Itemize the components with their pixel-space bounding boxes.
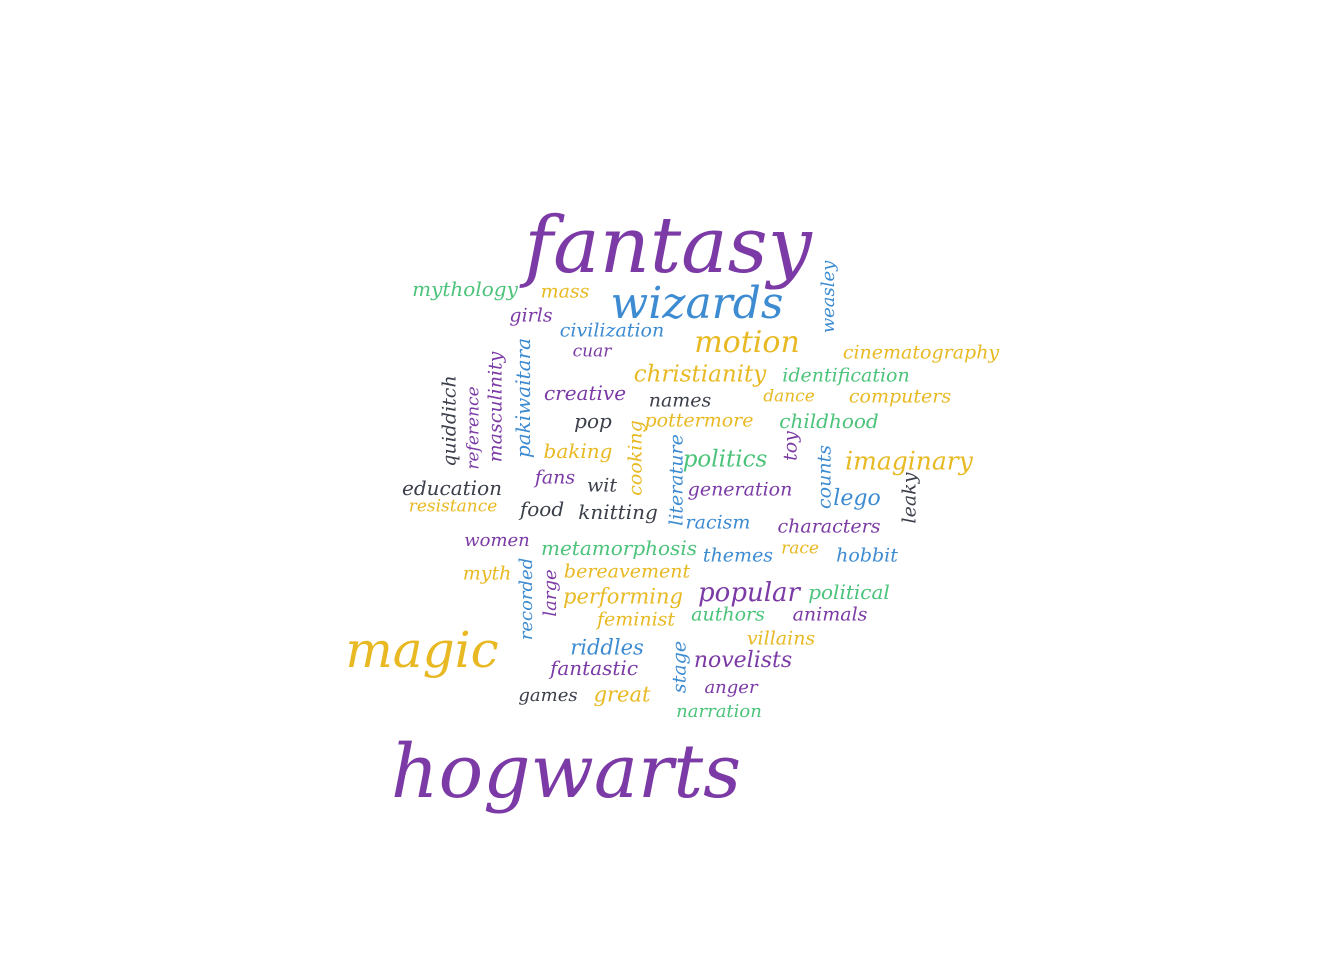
word-weasley: weasley [818, 260, 839, 334]
word-political: political [808, 580, 890, 604]
word-riddles: riddles [570, 635, 644, 660]
word-metamorphosis: metamorphosis [541, 536, 697, 560]
word-bereavement: bereavement [563, 560, 691, 583]
word-childhood: childhood [779, 409, 879, 433]
word-authors: authors [691, 603, 765, 626]
word-dance: dance [763, 386, 815, 407]
word-generation: generation [687, 478, 793, 501]
word-villains: villains [746, 627, 816, 650]
word-anger: anger [704, 677, 758, 698]
word-resistance: resistance [408, 496, 498, 517]
word-large: large [540, 569, 561, 617]
word-imaginary: imaginary [845, 446, 973, 476]
word-quidditch: quidditch [438, 375, 461, 467]
word-magic: magic [345, 621, 499, 679]
word-masculinity: masculinity [484, 351, 507, 463]
word-themes: themes [702, 544, 774, 567]
word-fantastic: fantastic [549, 656, 639, 680]
word-recorded: recorded [516, 557, 537, 641]
word-christianity: christianity [633, 361, 767, 388]
word-literature: literature [665, 434, 688, 526]
word-mass: mass [540, 280, 590, 303]
word-mythology: mythology [412, 277, 518, 301]
word-women: women [464, 530, 530, 551]
word-characters: characters [777, 515, 881, 538]
word-fans: fans [534, 466, 576, 489]
word-myth: myth [462, 562, 512, 585]
word-names: names [648, 389, 712, 412]
word-fantasy: fantasy [524, 201, 812, 291]
word-cuar: cuar [572, 341, 612, 362]
word-politics: politics [682, 446, 768, 473]
word-novelists: novelists [693, 648, 793, 673]
word-computers: computers [848, 385, 952, 408]
word-narration: narration [676, 701, 762, 722]
word-baking: baking [543, 439, 613, 463]
word-hobbit: hobbit [836, 544, 898, 567]
word-cooking: cooking [624, 420, 647, 496]
word-race: race [781, 538, 819, 559]
word-wit: wit [587, 474, 617, 497]
word-motion: motion [694, 325, 800, 360]
word-knitting: knitting [578, 500, 658, 524]
word-performing: performing [563, 584, 683, 609]
word-pakiwaitara: pakiwaitara [511, 337, 535, 459]
word-hogwarts: hogwarts [390, 729, 742, 815]
word-wizards: wizards [610, 278, 784, 329]
word-feminist: feminist [596, 608, 676, 631]
word-education: education [402, 476, 502, 500]
word-creative: creative [543, 381, 627, 405]
word-popular: popular [698, 578, 800, 608]
word-identification: identification [782, 364, 910, 387]
word-counts: counts [813, 445, 836, 509]
word-stage: stage [668, 640, 691, 694]
word-pop: pop [574, 409, 612, 433]
word-racism: racism [685, 511, 751, 534]
word-pottermore: pottermore [644, 409, 754, 432]
word-lego: lego [833, 486, 881, 511]
word-toy: toy [779, 431, 802, 461]
word-leaky: leaky [898, 472, 921, 524]
word-girls: girls [509, 304, 553, 327]
word-cinematography: cinematography [842, 341, 1000, 364]
word-reference: reference [463, 386, 484, 470]
word-great: great [593, 682, 651, 707]
word-animals: animals [792, 603, 868, 626]
word-games: games [518, 685, 578, 706]
word-food: food [519, 497, 565, 521]
word-civilization: civilization [559, 319, 665, 342]
